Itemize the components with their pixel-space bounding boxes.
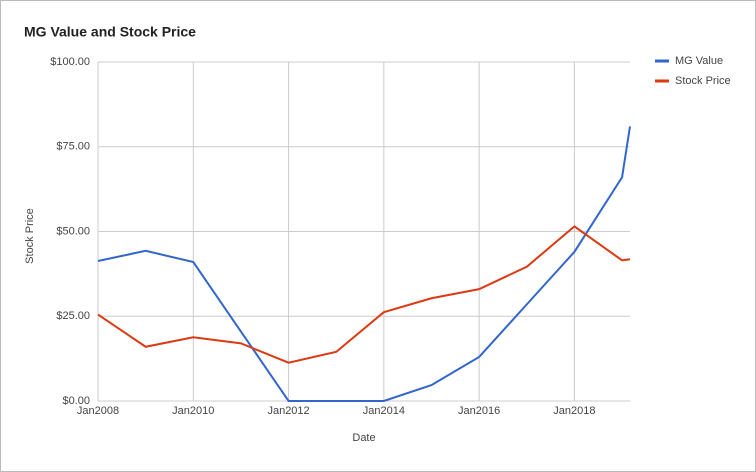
legend-label: MG Value bbox=[675, 55, 723, 67]
y-tick-label: $0.00 bbox=[62, 395, 90, 407]
y-tick-label: $75.00 bbox=[56, 141, 90, 153]
series-line bbox=[97, 126, 631, 402]
y-tick-label: $25.00 bbox=[56, 310, 90, 322]
x-tick-label: Jan2018 bbox=[553, 405, 595, 417]
x-tick-label: Jan2014 bbox=[363, 405, 405, 417]
x-tick-label: Jan2008 bbox=[77, 405, 119, 417]
x-tick-label: Jan2010 bbox=[172, 405, 214, 417]
series-line bbox=[97, 225, 631, 364]
y-axis-label: Stock Price bbox=[24, 208, 36, 264]
x-tick-label: Jan2012 bbox=[267, 405, 309, 417]
legend-label: Stock Price bbox=[675, 75, 731, 87]
y-tick-label: $50.00 bbox=[56, 225, 90, 237]
x-tick-label: Jan2016 bbox=[458, 405, 500, 417]
x-axis-label: Date bbox=[352, 432, 375, 444]
y-tick-label: $100.00 bbox=[50, 56, 90, 68]
chart-title: MG Value and Stock Price bbox=[24, 24, 196, 40]
